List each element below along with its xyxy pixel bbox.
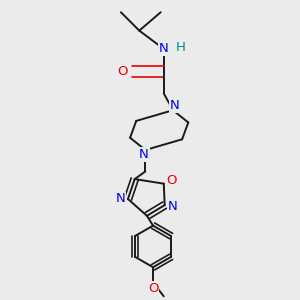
Text: N: N (116, 193, 125, 206)
Text: N: N (169, 99, 179, 112)
Text: H: H (176, 41, 185, 54)
Text: O: O (148, 282, 158, 295)
Text: N: N (139, 148, 149, 161)
Text: O: O (117, 65, 128, 78)
Text: N: N (167, 200, 177, 213)
Text: N: N (159, 43, 169, 56)
Text: O: O (166, 174, 177, 187)
